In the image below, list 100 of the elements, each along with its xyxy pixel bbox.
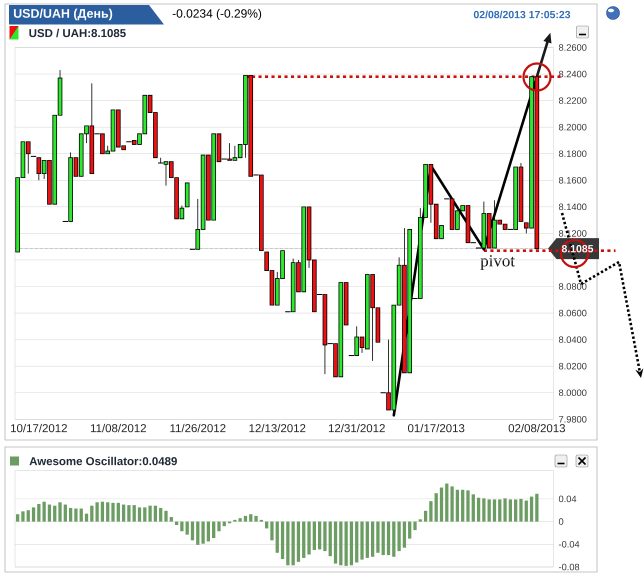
x-tick-label: 10/17/2012	[11, 424, 67, 432]
y-tick-label: 0.04	[558, 496, 576, 502]
bar	[196, 522, 200, 545]
bar	[492, 499, 496, 522]
bar	[323, 522, 327, 552]
bar	[159, 508, 162, 522]
bar	[201, 522, 205, 544]
bar	[524, 500, 528, 522]
bar	[360, 522, 364, 560]
bar	[334, 522, 338, 564]
bar	[74, 508, 78, 522]
bar	[122, 504, 126, 522]
bar	[32, 507, 36, 522]
bar	[386, 522, 390, 556]
bar	[488, 499, 491, 522]
x-tick-label: 11/26/2012	[170, 424, 226, 432]
bar	[503, 498, 507, 522]
y-tick-label: 8.1200	[558, 230, 587, 237]
candlestick	[184, 182, 190, 208]
bar	[382, 522, 385, 556]
bar	[482, 498, 486, 522]
annotation: pivot	[480, 255, 515, 270]
bar	[222, 522, 226, 526]
bar	[312, 522, 316, 550]
chart-subtitle: -0.0234 (-0.29%)	[172, 8, 262, 20]
bar	[80, 508, 83, 522]
bar	[286, 522, 290, 566]
bar	[186, 522, 189, 535]
bar	[418, 519, 422, 522]
bar	[174, 522, 178, 525]
bar	[350, 522, 354, 566]
bar	[366, 522, 369, 558]
bar	[116, 502, 120, 522]
bar	[21, 511, 25, 522]
bar	[402, 522, 406, 548]
y-tick-label: 8.0800	[558, 283, 587, 290]
bar	[476, 498, 480, 522]
bar	[434, 493, 438, 522]
bar	[276, 522, 279, 553]
y-tick-label: 8.0200	[558, 362, 587, 370]
bar	[154, 506, 158, 522]
y-tick-label: -0.08	[558, 564, 580, 570]
y-tick-label: 8.1600	[558, 177, 587, 184]
bar	[111, 502, 115, 522]
bar	[148, 506, 152, 522]
text: 02/08/2013 17:05:23	[474, 10, 570, 18]
bar	[413, 522, 417, 530]
bar	[53, 506, 56, 522]
bar	[84, 514, 88, 522]
bar	[514, 499, 518, 522]
bar	[440, 488, 444, 522]
bar	[180, 522, 184, 532]
legend-label: Awesome Oscillator:0.0489	[29, 456, 177, 466]
y-tick-label: 8.0600	[558, 310, 587, 316]
bar	[26, 510, 30, 522]
bar	[217, 522, 221, 532]
y-tick-label: 8.0400	[558, 336, 587, 343]
y-tick-label: 8.1800	[558, 150, 587, 158]
bar	[408, 522, 412, 539]
bar	[429, 501, 433, 522]
bar	[344, 522, 348, 566]
bar	[143, 507, 146, 522]
x-tick-label: 12/13/2012	[249, 424, 306, 432]
bar	[302, 522, 306, 558]
bar	[339, 522, 342, 566]
bar	[100, 502, 104, 522]
bar	[318, 522, 322, 550]
bar	[42, 502, 46, 522]
bar	[95, 502, 99, 522]
bar	[212, 522, 216, 538]
bar	[48, 504, 52, 522]
bar	[206, 522, 210, 542]
chart-title: USD/UAH (День)	[14, 8, 112, 20]
x-tick-label: 01/17/2013	[408, 424, 464, 432]
bar	[265, 522, 268, 528]
y-tick-label: 8.2400	[558, 70, 587, 78]
x-tick-label: 02/08/2013	[508, 424, 566, 432]
y-tick-label: -0.04	[558, 541, 580, 548]
bar	[307, 522, 311, 555]
bar	[90, 506, 94, 522]
bar	[296, 522, 300, 562]
bar	[376, 522, 380, 553]
bar	[461, 490, 464, 522]
y-tick-label: 8.2000	[558, 124, 587, 130]
bar	[292, 522, 295, 566]
x-tick-label: 11/08/2012	[90, 424, 146, 432]
bar	[397, 522, 401, 552]
y-tick-label: 8.2200	[558, 97, 587, 104]
bar	[530, 496, 534, 522]
y-tick-label: 8.2600	[558, 44, 587, 51]
bar	[328, 522, 332, 556]
bar	[392, 522, 396, 557]
bar	[127, 505, 131, 522]
bar	[508, 499, 512, 522]
text: USD / UAH:8.1085	[29, 28, 126, 38]
bar	[498, 499, 502, 522]
bar	[64, 504, 67, 522]
bar	[355, 522, 358, 562]
bar	[370, 522, 374, 557]
bar	[58, 502, 62, 522]
